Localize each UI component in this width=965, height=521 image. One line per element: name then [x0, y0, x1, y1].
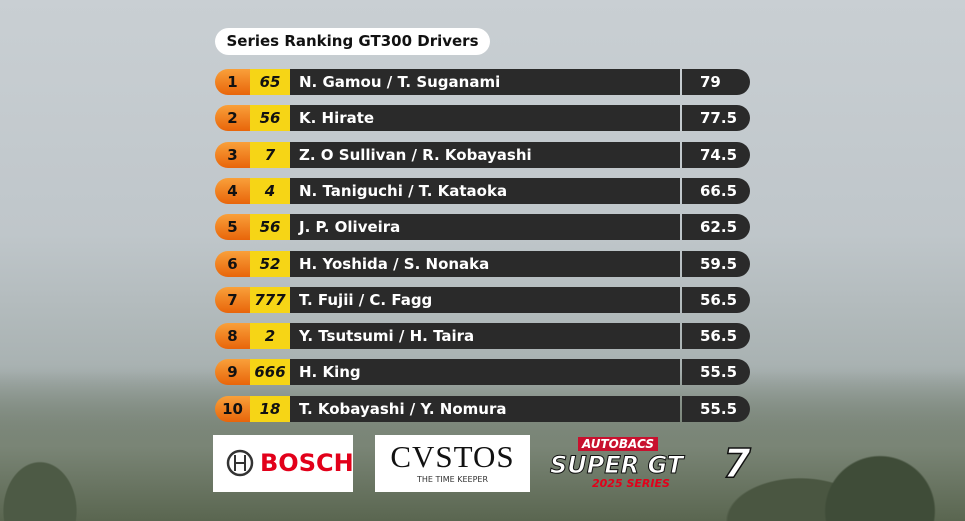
points: 66.5 — [682, 177, 750, 204]
points: 59.5 — [682, 250, 750, 277]
points: 77.5 — [682, 105, 750, 132]
ranking-row: 9 666 H. King 55.5 — [215, 359, 750, 386]
cvstos-text: CVSTOS — [390, 439, 515, 474]
position: 8 — [215, 323, 250, 350]
points: 56.5 — [682, 323, 750, 350]
car-number: 56 — [250, 214, 290, 241]
position: 4 — [215, 177, 250, 204]
ranking-row: 7 777 T. Fujii / C. Fagg 56.5 — [215, 286, 750, 313]
bosch-logo: BOSCH — [213, 435, 354, 492]
ranking-row: 8 2 Y. Tsutsumi / H. Taira 56.5 — [215, 323, 750, 350]
bosch-text: BOSCH — [260, 449, 354, 477]
driver-names: H. King — [290, 359, 680, 386]
supergt-number: 7 — [722, 440, 751, 488]
car-number: 2 — [250, 323, 290, 350]
position: 7 — [215, 286, 250, 313]
car-number: 65 — [250, 69, 290, 95]
driver-names: K. Hirate — [290, 105, 680, 132]
car-number: 52 — [250, 250, 290, 277]
car-number: 7 — [250, 141, 290, 168]
ranking-row: 3 7 Z. O Sullivan / R. Kobayashi 74.5 — [215, 141, 750, 168]
driver-names: N. Taniguchi / T. Kataoka — [290, 177, 680, 204]
points: 56.5 — [682, 286, 750, 313]
position: 5 — [215, 214, 250, 241]
ranking-title: Series Ranking GT300 Drivers — [215, 28, 490, 55]
car-number: 666 — [250, 359, 290, 386]
driver-names: Z. O Sullivan / R. Kobayashi — [290, 141, 680, 168]
series-text: 2025 SERIES — [592, 477, 670, 490]
points: 74.5 — [682, 141, 750, 168]
driver-names: H. Yoshida / S. Nonaka — [290, 250, 680, 277]
points: 55.5 — [682, 359, 750, 386]
driver-names: J. P. Oliveira — [290, 214, 680, 241]
car-number: 56 — [250, 105, 290, 132]
cvstos-logo: CVSTOS THE TIME KEEPER — [375, 435, 530, 492]
driver-names: N. Gamou / T. Suganami — [290, 69, 680, 95]
ranking-row: 1 65 N. Gamou / T. Suganami 79 — [215, 69, 750, 95]
driver-names: T. Fujii / C. Fagg — [290, 286, 680, 313]
ranking-row: 2 56 K. Hirate 77.5 — [215, 105, 750, 132]
position: 9 — [215, 359, 250, 386]
car-number: 4 — [250, 177, 290, 204]
position: 3 — [215, 141, 250, 168]
supergt-logo: AUTOBACS SUPER GT 7 2025 SERIES — [548, 435, 765, 492]
position: 2 — [215, 105, 250, 132]
ranking-row: 4 4 N. Taniguchi / T. Kataoka 66.5 — [215, 177, 750, 204]
bosch-emblem — [226, 449, 254, 477]
points: 79 — [682, 69, 750, 95]
points: 55.5 — [682, 395, 750, 422]
ranking-row: 6 52 H. Yoshida / S. Nonaka 59.5 — [215, 250, 750, 277]
car-number: 777 — [250, 286, 290, 313]
autobacs-text: AUTOBACS — [578, 437, 658, 451]
driver-names: T. Kobayashi / Y. Nomura — [290, 395, 680, 422]
cvstos-tagline: THE TIME KEEPER — [416, 475, 489, 484]
car-number: 18 — [250, 395, 290, 422]
driver-names: Y. Tsutsumi / H. Taira — [290, 323, 680, 350]
points: 62.5 — [682, 214, 750, 241]
ranking-row: 5 56 J. P. Oliveira 62.5 — [215, 214, 750, 241]
position: 1 — [215, 69, 250, 95]
ranking-row: 10 18 T. Kobayashi / Y. Nomura 55.5 — [215, 395, 750, 422]
supergt-text: SUPER GT — [549, 451, 684, 480]
position: 10 — [215, 395, 250, 422]
position: 6 — [215, 250, 250, 277]
